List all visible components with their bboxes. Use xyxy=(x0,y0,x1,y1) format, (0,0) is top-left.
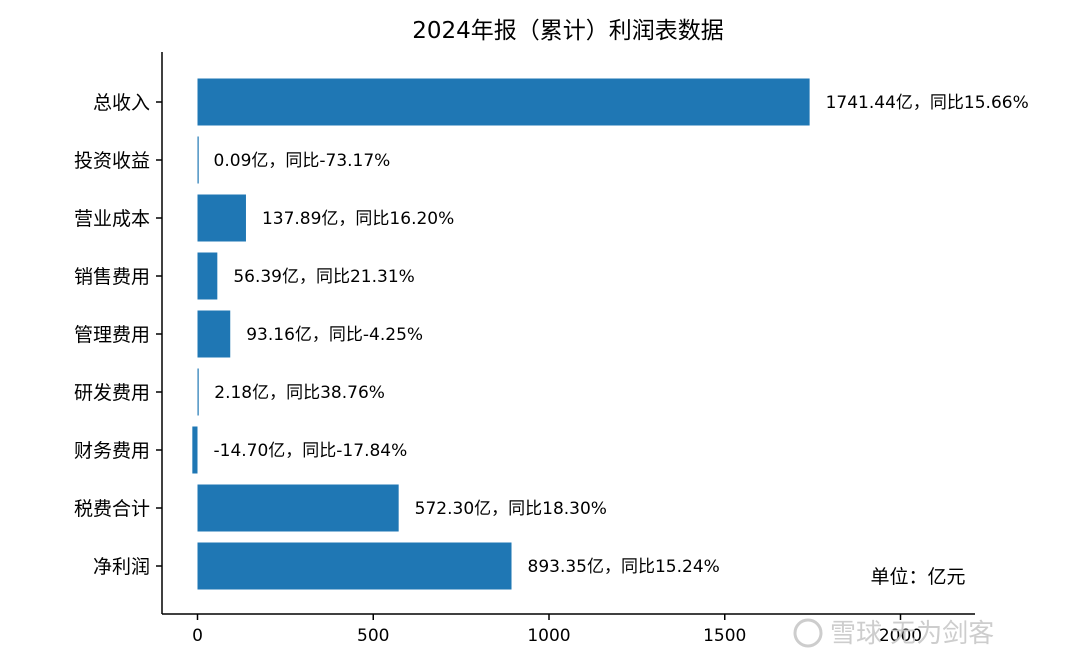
bars-group xyxy=(192,78,810,590)
watermark-text: 雪球 无为剑客 xyxy=(830,619,994,649)
watermark-logo-icon xyxy=(793,618,823,648)
category-label: 总收入 xyxy=(93,92,150,114)
bar xyxy=(192,426,198,474)
data-label: 572.30亿，同比18.30% xyxy=(415,499,607,519)
data-label: 893.35亿，同比15.24% xyxy=(528,557,720,577)
unit-note: 单位：亿元 xyxy=(870,566,965,588)
bar xyxy=(197,252,218,300)
bar xyxy=(197,310,231,358)
bar xyxy=(197,542,512,590)
x-tick-label: 1000 xyxy=(527,626,570,646)
x-axis-ticks: 0 500 1000 1500 2000 xyxy=(192,614,922,646)
chart-title: 2024年报（累计）利润表数据 xyxy=(412,18,724,44)
data-label: 93.16亿，同比-4.25% xyxy=(246,325,423,345)
x-tick-label: 2000 xyxy=(879,626,922,646)
category-label: 管理费用 xyxy=(74,324,150,346)
category-label: 投资收益 xyxy=(74,150,150,172)
category-label: 研发费用 xyxy=(74,382,150,404)
bar xyxy=(197,484,399,532)
data-label: -14.70亿，同比-17.84% xyxy=(214,441,408,461)
x-tick-label: 0 xyxy=(192,626,203,646)
bar xyxy=(197,368,199,416)
data-label: 0.09亿，同比-73.17% xyxy=(214,151,391,171)
watermark: 雪球 无为剑客 xyxy=(793,618,994,649)
data-label: 1741.44亿，同比15.66% xyxy=(826,93,1029,113)
category-label: 财务费用 xyxy=(74,440,150,462)
data-labels: 1741.44亿，同比15.66% 0.09亿，同比-73.17% 137.89亿，… xyxy=(214,93,1029,577)
bar xyxy=(197,136,199,184)
category-label: 税费合计 xyxy=(74,498,150,520)
data-label: 56.39亿，同比21.31% xyxy=(233,267,415,287)
data-label: 137.89亿，同比16.20% xyxy=(262,209,454,229)
x-tick-label: 1500 xyxy=(703,626,746,646)
bar xyxy=(197,78,810,126)
category-label: 净利润 xyxy=(93,556,150,578)
category-label: 销售费用 xyxy=(74,266,150,288)
x-tick-label: 500 xyxy=(357,626,389,646)
bar xyxy=(197,194,246,242)
category-label: 营业成本 xyxy=(74,208,150,230)
data-label: 2.18亿，同比38.76% xyxy=(214,383,385,403)
